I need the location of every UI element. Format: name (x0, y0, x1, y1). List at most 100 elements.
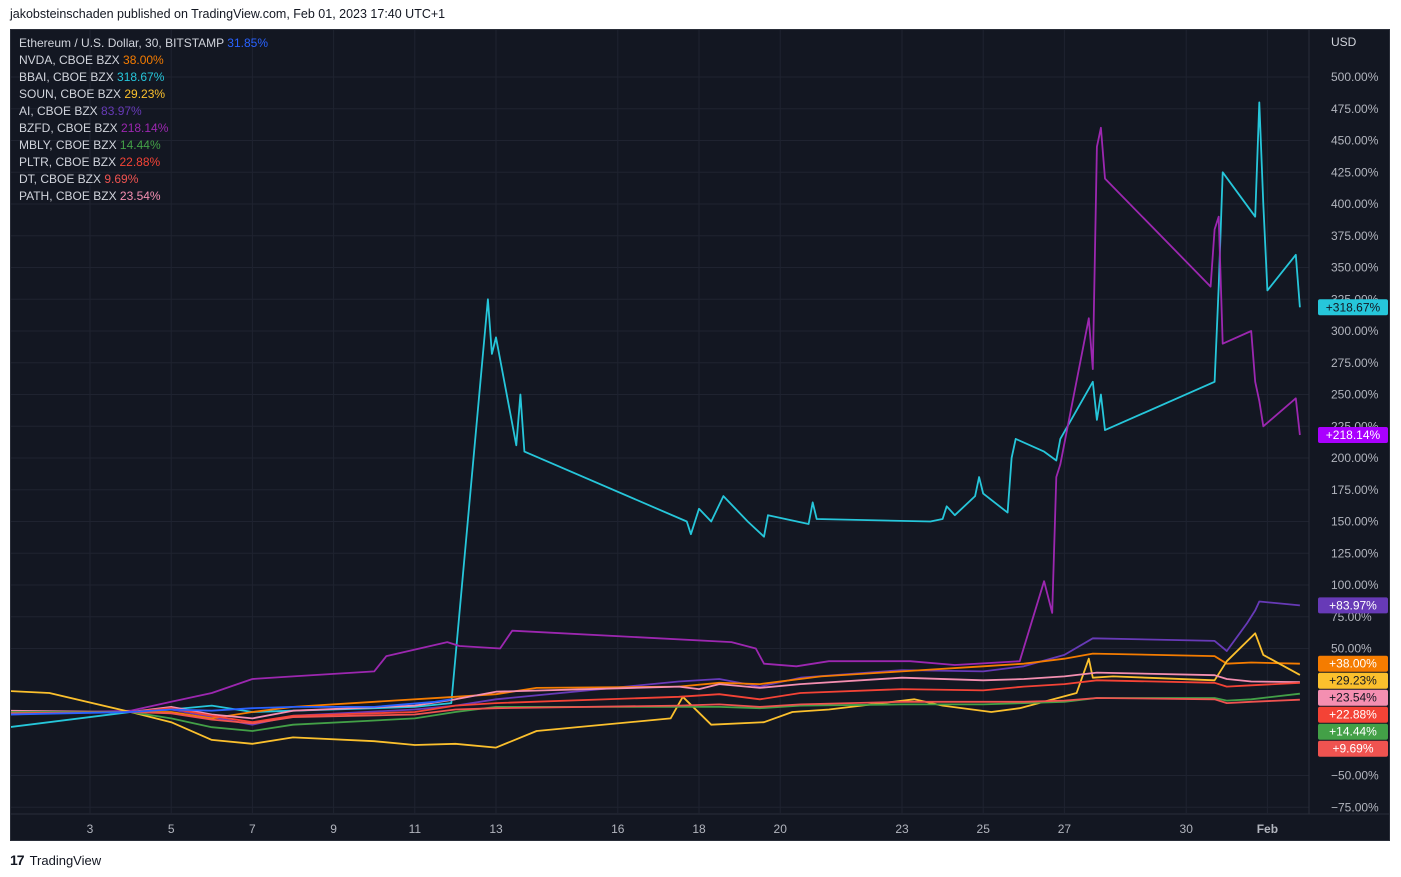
price-labels: +318.67% +218.14% +83.97% +38.00% +29.23% +23… (1318, 299, 1388, 757)
y-tick-label: 300.00% (1331, 324, 1379, 338)
x-tick-label: 5 (168, 822, 175, 836)
legend-name: BBAI, CBOE BZX (19, 70, 117, 84)
y-tick-label: 450.00% (1331, 134, 1379, 148)
x-axis: 3 5 7 9 11 13 16 18 20 23 25 27 30 Feb (87, 822, 1278, 836)
legend-item: SOUN, CBOE BZX 29.23% (19, 87, 165, 101)
legend: Ethereum / U.S. Dollar, 30, BITSTAMP 31.… (19, 36, 268, 203)
y-tick-label: 200.00% (1331, 451, 1379, 465)
y-tick-label: 100.00% (1331, 578, 1379, 592)
price-label-box (1318, 723, 1388, 740)
legend-item: Ethereum / U.S. Dollar, 30, BITSTAMP 31.… (19, 36, 268, 50)
x-tick-label: 27 (1058, 822, 1072, 836)
y-tick-label: 350.00% (1331, 261, 1379, 275)
x-tick-label: 13 (489, 822, 503, 836)
y-tick-label: 500.00% (1331, 70, 1379, 84)
x-tick-label: 3 (87, 822, 94, 836)
series-line (11, 126, 1301, 716)
legend-name: PATH, CBOE BZX (19, 189, 120, 203)
legend-value: 218.14% (121, 121, 169, 135)
x-tick-label: 9 (330, 822, 337, 836)
x-tick-label: 18 (692, 822, 706, 836)
x-tick-label: 30 (1180, 822, 1194, 836)
price-label-text: +22.88% (1329, 708, 1377, 722)
series-line (11, 652, 1300, 720)
series-line (11, 679, 1300, 724)
legend-item: BZFD, CBOE BZX 218.14% (19, 121, 169, 135)
price-label-box (1318, 706, 1388, 723)
legend-item: BBAI, CBOE BZX 318.67% (19, 70, 165, 84)
chart-svg[interactable]: 500.00% 475.00% 450.00% 425.00% 400.00% 375.0… (11, 30, 1389, 840)
price-label-text: +14.44% (1329, 725, 1377, 739)
legend-name: SOUN, CBOE BZX (19, 87, 124, 101)
y-tick-label: 250.00% (1331, 388, 1379, 402)
series-line (11, 632, 1301, 749)
y-tick-label: 475.00% (1331, 102, 1379, 116)
price-label-box (1318, 299, 1388, 316)
legend-value: 83.97% (101, 104, 142, 118)
legend-item: NVDA, CBOE BZX 38.00% (19, 53, 164, 67)
legend-item: DT, CBOE BZX 9.69% (19, 172, 139, 186)
price-label-text: +318.67% (1326, 300, 1381, 314)
tradingview-logo-icon: 17 (10, 852, 25, 868)
y-tick-label: −75.00% (1331, 800, 1379, 814)
legend-value: 31.85% (227, 36, 268, 50)
legend-name: PLTR, CBOE BZX (19, 155, 119, 169)
legend-item: MBLY, CBOE BZX 14.44% (19, 138, 161, 152)
legend-value: 23.54% (120, 189, 161, 203)
legend-value: 318.67% (117, 70, 165, 84)
price-label-box (1318, 655, 1388, 672)
legend-name: AI, CBOE BZX (19, 104, 101, 118)
price-label-text: +23.54% (1329, 691, 1377, 705)
x-tick-label: Feb (1257, 822, 1278, 836)
x-tick-label: 16 (611, 822, 625, 836)
chart-frame[interactable]: 500.00% 475.00% 450.00% 425.00% 400.00% 375.0… (10, 29, 1390, 841)
series-lines (11, 101, 1301, 749)
legend-name: NVDA, CBOE BZX (19, 53, 123, 67)
legend-value: 22.88% (119, 155, 160, 169)
y-tick-label: 150.00% (1331, 515, 1379, 529)
y-tick-label: 425.00% (1331, 165, 1379, 179)
price-label-text: +38.00% (1329, 657, 1377, 671)
price-label-box (1318, 672, 1388, 689)
y-tick-label: 125.00% (1331, 546, 1379, 560)
x-tick-label: 20 (774, 822, 788, 836)
currency-label: USD (1331, 35, 1357, 49)
y-tick-label: 275.00% (1331, 356, 1379, 370)
legend-name: MBLY, CBOE BZX (19, 138, 120, 152)
legend-item: PLTR, CBOE BZX 22.88% (19, 155, 160, 169)
legend-item: AI, CBOE BZX 83.97% (19, 104, 142, 118)
x-tick-label: 23 (895, 822, 909, 836)
legend-value: 29.23% (124, 87, 165, 101)
price-label-box (1318, 597, 1388, 614)
legend-name: Ethereum / U.S. Dollar, 30, BITSTAMP (19, 36, 227, 50)
y-tick-label: 400.00% (1331, 197, 1379, 211)
footer-brand[interactable]: TradingView (29, 852, 102, 868)
legend-value: 14.44% (120, 138, 161, 152)
grid (11, 30, 1389, 815)
price-label-text: +83.97% (1329, 598, 1377, 612)
series-line (11, 698, 452, 716)
series-line (11, 697, 1300, 725)
price-label-box (1318, 689, 1388, 706)
footer: 17 TradingView (10, 852, 101, 868)
price-label-box (1318, 740, 1388, 757)
legend-name: DT, CBOE BZX (19, 172, 104, 186)
price-label-box (1318, 426, 1388, 443)
x-tick-label: 25 (977, 822, 991, 836)
series-line (11, 671, 1300, 720)
price-label-text: +29.23% (1329, 674, 1377, 688)
series-line (11, 101, 1301, 728)
legend-value: 9.69% (104, 172, 138, 186)
y-tick-label: 175.00% (1331, 483, 1379, 497)
published-header: jakobsteinschaden published on TradingVi… (10, 7, 446, 21)
price-label-text: +218.14% (1326, 428, 1381, 442)
legend-item: PATH, CBOE BZX 23.54% (19, 189, 161, 203)
legend-name: BZFD, CBOE BZX (19, 121, 121, 135)
x-tick-label: 11 (409, 822, 422, 836)
legend-value: 38.00% (123, 53, 164, 67)
y-tick-label: 375.00% (1331, 229, 1379, 243)
x-tick-label: 7 (249, 822, 256, 836)
y-tick-label: 50.00% (1331, 642, 1372, 656)
y-tick-label: −50.00% (1331, 769, 1379, 783)
price-label-text: +9.69% (1332, 742, 1373, 756)
